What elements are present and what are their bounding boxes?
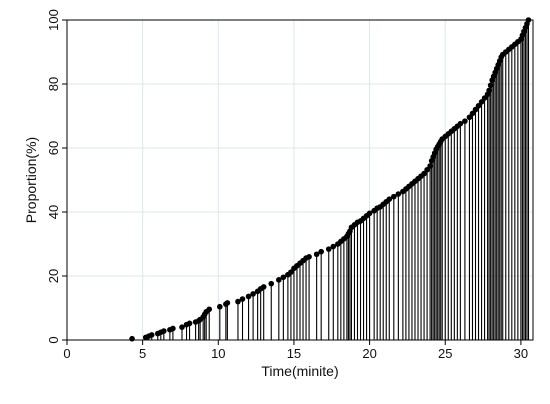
marker-layer xyxy=(129,17,532,342)
data-point-39 xyxy=(306,253,312,260)
y-tick-label: 80 xyxy=(46,77,61,91)
data-point-72 xyxy=(421,170,427,177)
x-axis-title: Time(minite) xyxy=(261,363,338,379)
data-point-62 xyxy=(386,196,393,202)
data-point-63 xyxy=(391,193,397,200)
data-point-0 xyxy=(129,335,135,342)
x-tick-label: 25 xyxy=(438,346,452,361)
data-point-29 xyxy=(268,280,275,287)
data-point-24 xyxy=(245,293,252,300)
data-point-21 xyxy=(224,300,231,306)
data-point-64 xyxy=(395,191,402,197)
data-point-74 xyxy=(427,163,433,169)
data-point-3 xyxy=(148,332,155,338)
data-point-92 xyxy=(472,106,479,113)
data-point-11 xyxy=(186,320,193,327)
y-tick-label: 20 xyxy=(46,269,61,283)
y-tick-label: 0 xyxy=(46,336,61,343)
y-tick-label: 100 xyxy=(46,9,61,31)
data-point-33 xyxy=(288,269,294,275)
data-point-56 xyxy=(366,210,373,217)
data-point-18 xyxy=(206,306,213,313)
data-point-9 xyxy=(179,324,185,331)
data-point-31 xyxy=(280,274,287,281)
data-point-30 xyxy=(276,277,282,283)
data-point-93 xyxy=(475,102,482,109)
data-point-42 xyxy=(325,246,332,252)
y-tick-label: 40 xyxy=(46,205,61,219)
y-axis-title: Proportion(%) xyxy=(23,137,39,223)
y-tick-label: 60 xyxy=(46,141,61,155)
x-tick-label: 0 xyxy=(63,346,70,361)
data-point-94 xyxy=(478,99,485,105)
data-point-40 xyxy=(313,251,320,258)
data-point-97 xyxy=(486,87,492,94)
data-point-19 xyxy=(217,303,223,310)
stem-layer xyxy=(131,20,530,340)
x-tick-label: 15 xyxy=(287,346,301,361)
data-point-23 xyxy=(239,296,246,302)
data-point-90 xyxy=(466,114,473,121)
data-point-8 xyxy=(170,325,176,332)
data-point-91 xyxy=(469,110,476,117)
data-point-22 xyxy=(235,298,241,305)
x-tick-label: 30 xyxy=(514,346,528,361)
x-tick-label: 10 xyxy=(211,346,225,361)
data-point-89 xyxy=(462,118,468,124)
x-tick-label: 5 xyxy=(139,346,146,361)
data-point-73 xyxy=(424,166,430,173)
data-point-41 xyxy=(318,248,324,255)
x-tick-label: 20 xyxy=(362,346,376,361)
data-point-28 xyxy=(260,284,267,290)
data-point-95 xyxy=(481,95,488,101)
data-point-6 xyxy=(161,328,167,334)
data-point-25 xyxy=(250,291,256,297)
data-point-98 xyxy=(487,82,494,89)
data-point-88 xyxy=(457,120,464,127)
tick-layer: 0 5 10 15 20 25 30 0 20 40 60 80 100 xyxy=(46,9,528,361)
plot-frame xyxy=(66,19,534,341)
data-point-43 xyxy=(330,243,337,250)
